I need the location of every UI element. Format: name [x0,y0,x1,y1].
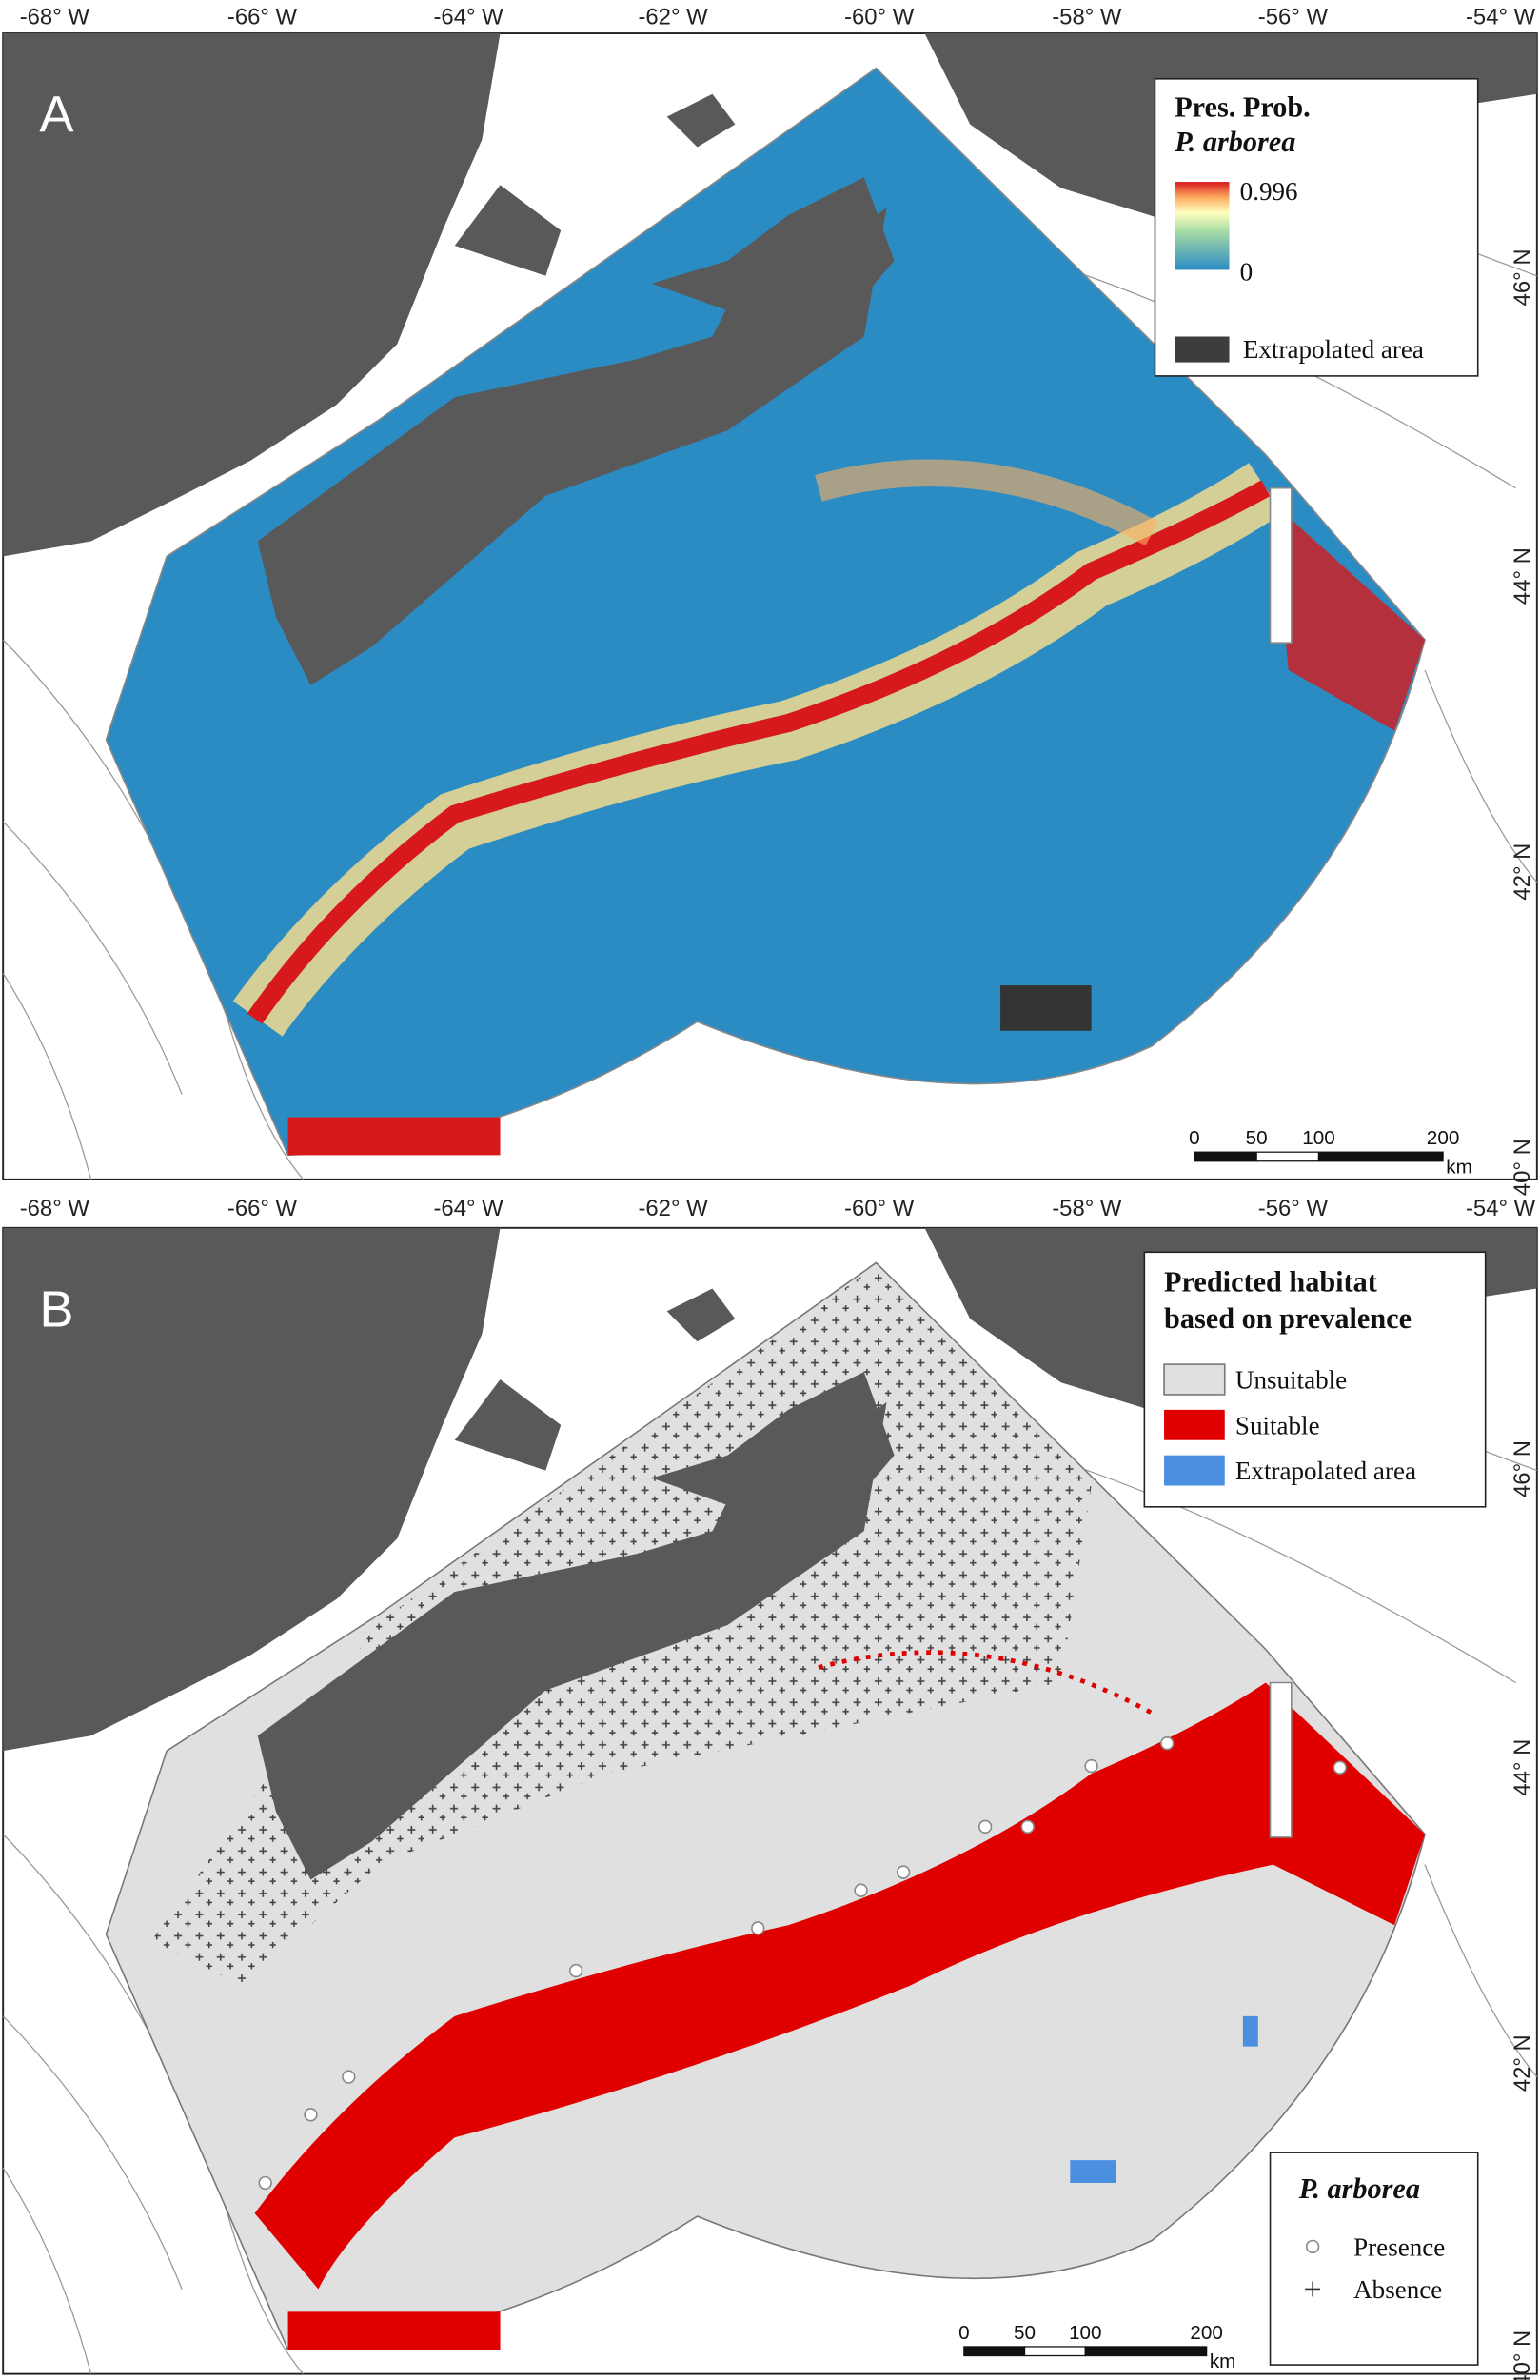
x-tick-label: -68° W [20,4,90,30]
presence-points [258,1736,1347,2191]
scale-segment [1194,1151,1257,1162]
south-high [287,1117,501,1156]
x-tick-label: -62° W [638,1196,708,1221]
legend-item: Unsuitable [1235,1366,1347,1395]
legend-item: Suitable [1235,1411,1320,1439]
x-tick-label: -66° W [227,4,298,30]
gap [1269,486,1293,644]
y-tick-label: 44° N [1510,547,1535,605]
x-tick-label: -68° W [20,1196,90,1221]
extrapolated-patch [1000,985,1092,1031]
x-tick-label: -62° W [638,4,708,30]
ramp-min: 0 [1240,258,1254,287]
scale-label: 100 [1302,1127,1335,1149]
scale-bar: 0 50 100 200 km [1189,1127,1472,1178]
legend: Pres. Prob. P. arborea 0.996 0 Extrapola… [1154,78,1479,377]
panel-b: B Predicted habitat based on prevalence … [2,1226,1538,2375]
scale-segment [963,2346,1026,2357]
legend-title: Pres. Prob. [1175,91,1311,124]
x-tick-label: -54° W [1466,1196,1536,1221]
y-tick-label: 42° N [1510,2034,1535,2092]
suitable-swatch [1164,1409,1225,1440]
scale-label: 100 [1069,2322,1102,2344]
extrapolated-swatch [1164,1455,1225,1486]
x-tick-label: -60° W [844,4,915,30]
x-tick-label: -58° W [1052,4,1122,30]
x-tick-label: -66° W [227,1196,298,1221]
legend-box [1269,2152,1479,2366]
y-tick-label: 40° N [1510,2330,1535,2380]
legend-title: Predicted habitat [1164,1266,1377,1299]
presence-symbol [1305,2239,1320,2254]
panel-a: A Pres. Prob. P. arborea 0.996 0 Extrapo… [2,32,1538,1180]
y-tick-label: 46° N [1510,1440,1535,1497]
legend-item: Extrapolated area [1235,1457,1416,1485]
scale-segment [1023,2346,1086,2357]
scale-bar: 0 50 100 200 km [958,2322,1235,2372]
suitable-south [287,2311,501,2350]
y-tick-label: 46° N [1510,248,1535,306]
legend-item: Presence [1353,2232,1445,2261]
legend: Predicted habitat based on prevalence Un… [1143,1251,1487,1508]
panel-label: B [39,1280,73,1338]
species-legend: P. arborea Presence Absence [1269,2152,1479,2366]
x-tick-label: -64° W [433,1196,503,1221]
x-tick-label: -64° W [433,4,503,30]
legend-item: Absence [1353,2275,1442,2304]
color-ramp [1175,182,1230,270]
y-tick-label: 42° N [1510,843,1535,901]
high-probability [247,480,1271,1024]
legend-extrapolated: Extrapolated area [1243,335,1424,364]
legend-species: P. arborea [1174,126,1295,158]
absence-symbol [1305,2281,1321,2297]
x-tick-label: -58° W [1052,1196,1122,1221]
y-tick-label: 44° N [1510,1739,1535,1796]
gap [1269,1681,1293,1838]
suitable-area [254,1682,1425,2290]
y-tick-label: 40° N [1510,1139,1535,1196]
scale-label: 50 [1014,2322,1036,2344]
scale-segment [1084,2346,1208,2357]
x-tick-label: -56° W [1258,4,1329,30]
scale-segment [1255,1151,1320,1162]
bank-probability [815,459,1159,546]
graticule-labels: -68° W -66° W -64° W -62° W -60° W -58° W -56°… [20,4,1536,2380]
scale-unit: km [1210,2350,1236,2372]
legend-title: P. arborea [1298,2172,1420,2205]
ramp-max: 0.996 [1240,177,1298,206]
scale-label: 0 [1189,1127,1200,1149]
scale-segment [1317,1151,1444,1162]
extrapolated-patches [1070,2015,1258,2183]
scale-label: 200 [1427,1127,1460,1149]
scale-unit: km [1446,1156,1472,1178]
panel-label: A [39,87,73,144]
scale-label: 200 [1190,2322,1223,2344]
scale-label: 50 [1246,1127,1268,1149]
x-tick-label: -54° W [1466,4,1536,30]
scale-label: 0 [958,2322,970,2344]
extrapolated-swatch [1175,336,1230,363]
slope-high [1273,503,1425,731]
x-tick-label: -60° W [844,1196,915,1221]
unsuitable-swatch [1163,1363,1226,1396]
x-tick-label: -56° W [1258,1196,1329,1221]
legend-title: based on prevalence [1164,1302,1412,1335]
